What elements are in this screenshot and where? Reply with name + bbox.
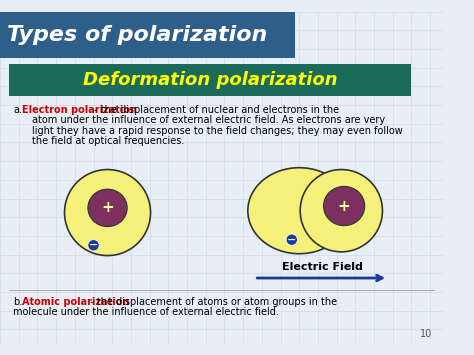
Text: Types of polarization: Types of polarization bbox=[8, 25, 268, 45]
Text: 10: 10 bbox=[420, 329, 432, 339]
Text: b.: b. bbox=[13, 297, 22, 307]
Text: +: + bbox=[101, 200, 114, 215]
Text: −: − bbox=[287, 235, 296, 245]
Ellipse shape bbox=[248, 168, 351, 254]
Text: the field at optical frequencies.: the field at optical frequencies. bbox=[32, 136, 184, 146]
Text: −: − bbox=[89, 240, 98, 250]
Ellipse shape bbox=[324, 186, 365, 226]
FancyBboxPatch shape bbox=[9, 64, 411, 96]
Text: +: + bbox=[338, 198, 350, 213]
Text: Electron polarization: Electron polarization bbox=[22, 105, 137, 115]
Ellipse shape bbox=[64, 170, 151, 256]
Ellipse shape bbox=[300, 170, 383, 252]
Text: - the displacement of atoms or atom groups in the: - the displacement of atoms or atom grou… bbox=[87, 297, 337, 307]
Circle shape bbox=[88, 240, 99, 251]
Text: atom under the influence of external electric field. As electrons are very: atom under the influence of external ele… bbox=[32, 115, 385, 125]
Ellipse shape bbox=[88, 189, 127, 226]
Text: light they have a rapid response to the field changes; they may even follow: light they have a rapid response to the … bbox=[32, 126, 402, 136]
FancyBboxPatch shape bbox=[0, 11, 294, 58]
Text: Atomic polarization: Atomic polarization bbox=[22, 297, 130, 307]
Text: Electric Field: Electric Field bbox=[282, 262, 363, 272]
Text: Deformation polarization: Deformation polarization bbox=[83, 71, 337, 89]
Text: a.: a. bbox=[13, 105, 22, 115]
Text: - the displacement of nuclear and electrons in the: - the displacement of nuclear and electr… bbox=[91, 105, 339, 115]
Circle shape bbox=[286, 234, 297, 245]
Text: molecule under the influence of external electric field.: molecule under the influence of external… bbox=[13, 307, 279, 317]
